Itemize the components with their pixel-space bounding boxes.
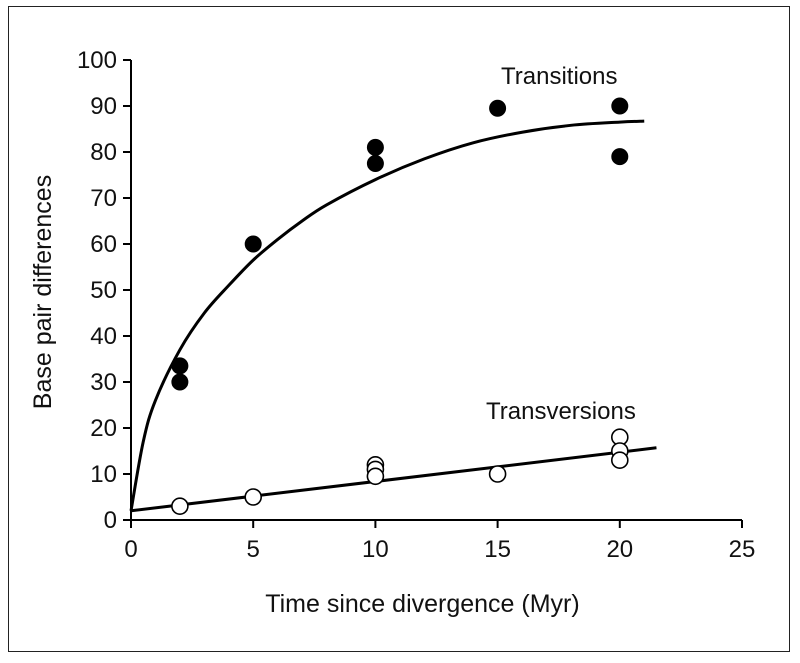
y-tick-label: 0 (104, 507, 117, 534)
y-axis: 0 10 20 30 40 50 60 70 80 90 100 (77, 47, 132, 534)
x-tick-label: 15 (484, 536, 511, 563)
x-tick-label: 10 (362, 536, 389, 563)
figure-frame (8, 6, 790, 652)
x-tick-label: 0 (124, 536, 137, 563)
transitions-point (366, 155, 384, 172)
x-axis: 0 5 10 15 20 25 (124, 519, 756, 563)
y-tick-label: 90 (90, 93, 117, 120)
x-tick-label: 5 (247, 536, 260, 563)
transversions-point (244, 488, 262, 506)
y-tick-label: 60 (90, 231, 117, 258)
transversions-point (171, 497, 189, 516)
y-tick-label: 30 (90, 369, 117, 396)
transversions-point (488, 465, 507, 483)
transversions-fit-line (130, 446, 657, 513)
y-tick-label: 40 (90, 323, 117, 350)
transitions-point (366, 138, 384, 156)
y-tick-label: 100 (77, 47, 117, 74)
x-tick-label: 25 (729, 536, 756, 563)
transitions-point (611, 97, 629, 115)
series-label-transitions: Transitions (501, 63, 617, 90)
transitions-point (489, 99, 507, 117)
x-axis-title: Time since divergence (Myr) (265, 590, 579, 618)
y-axis-title: Base pair differences (29, 175, 57, 409)
x-tick-label: 20 (606, 536, 633, 563)
y-tick-label: 50 (90, 277, 117, 304)
transitions-point (244, 235, 262, 253)
transversions-point (610, 451, 629, 470)
transitions-fit-curve (129, 119, 645, 512)
series-label-transversions: Transversions (486, 398, 636, 425)
transitions-point (171, 357, 189, 375)
transversions-point (366, 467, 385, 486)
y-tick-label: 10 (90, 461, 117, 488)
y-tick-label: 80 (90, 139, 117, 166)
y-tick-label: 20 (90, 415, 117, 442)
y-tick-label: 70 (90, 185, 117, 212)
transitions-point (171, 373, 189, 391)
transitions-point (611, 148, 629, 166)
